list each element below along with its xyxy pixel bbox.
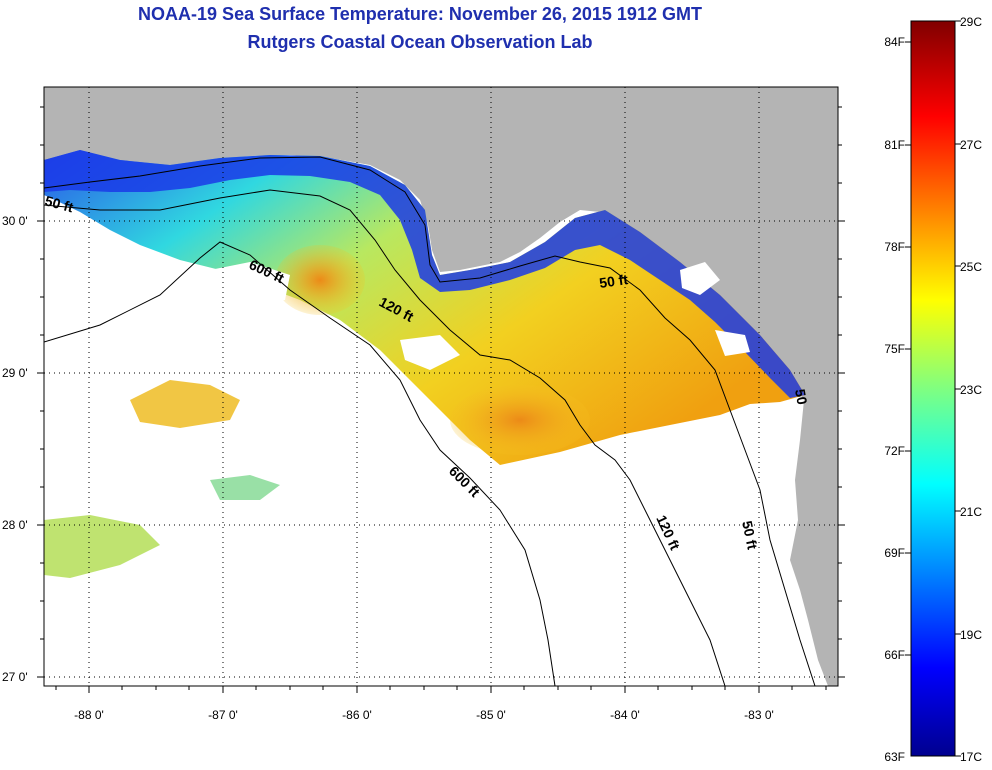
colorbar-ticks [905, 20, 961, 757]
cloud-patch [680, 262, 720, 295]
colorbar-label-c: 25C [960, 260, 982, 274]
sst-patch-small [210, 475, 280, 500]
colorbar-label-f: 84F [884, 35, 905, 49]
colorbar-label-c: 27C [960, 138, 982, 152]
cloud-patch [400, 335, 460, 370]
lon-tick-label: -86 0' [342, 708, 372, 722]
contour-600ft [44, 241, 556, 686]
colorbar-label-c: 29C [960, 15, 982, 29]
colorbar-label-f: 81F [884, 138, 905, 152]
sst-patch-southwest [44, 515, 160, 578]
colorbar-label-f: 66F [884, 648, 905, 662]
warm-patch [275, 245, 365, 315]
colorbar-label-c: 21C [960, 505, 982, 519]
tick-marks [37, 106, 845, 693]
lat-tick-label: 30 0' [2, 214, 28, 228]
lon-tick-label: -88 0' [74, 708, 104, 722]
lat-tick-label: 29 0' [2, 366, 28, 380]
lon-tick-label: -84 0' [610, 708, 640, 722]
map-border [43, 86, 839, 687]
lon-tick-label: -83 0' [744, 708, 774, 722]
colorbar-label-f: 63F [884, 750, 905, 764]
contour-label-50ft-south: 50 ft [739, 519, 761, 551]
sst-patch-west [130, 380, 240, 428]
contour-label-50-east: 50 [792, 388, 810, 406]
colorbar [910, 20, 956, 757]
contour-label-50ft-bend: 50 ft [598, 271, 629, 291]
contour-label-50ft-west: 50 ft [43, 192, 75, 215]
lon-tick-label: -85 0' [476, 708, 506, 722]
contour-50ft [44, 156, 816, 686]
colorbar-label-f: 72F [884, 444, 905, 458]
warm-patch [450, 385, 590, 455]
contour-120ft [44, 189, 726, 686]
colorbar-label-f: 69F [884, 546, 905, 560]
colorbar-label-c: 23C [960, 383, 982, 397]
map-title: NOAA-19 Sea Surface Temperature: Novembe… [138, 4, 702, 24]
lon-tick-label: -87 0' [208, 708, 238, 722]
map-subtitle: Rutgers Coastal Ocean Observation Lab [247, 32, 593, 52]
lat-tick-label: 28 0' [2, 518, 28, 532]
cold-coastal-band [44, 150, 805, 398]
colorbar-label-c: 19C [960, 628, 982, 642]
cloud-patch [715, 330, 750, 356]
colorbar-label-f: 78F [884, 240, 905, 254]
colorbar-label-f: 75F [884, 342, 905, 356]
lat-tick-label: 27 0' [2, 670, 28, 684]
colorbar-label-c: 17C [960, 750, 982, 764]
